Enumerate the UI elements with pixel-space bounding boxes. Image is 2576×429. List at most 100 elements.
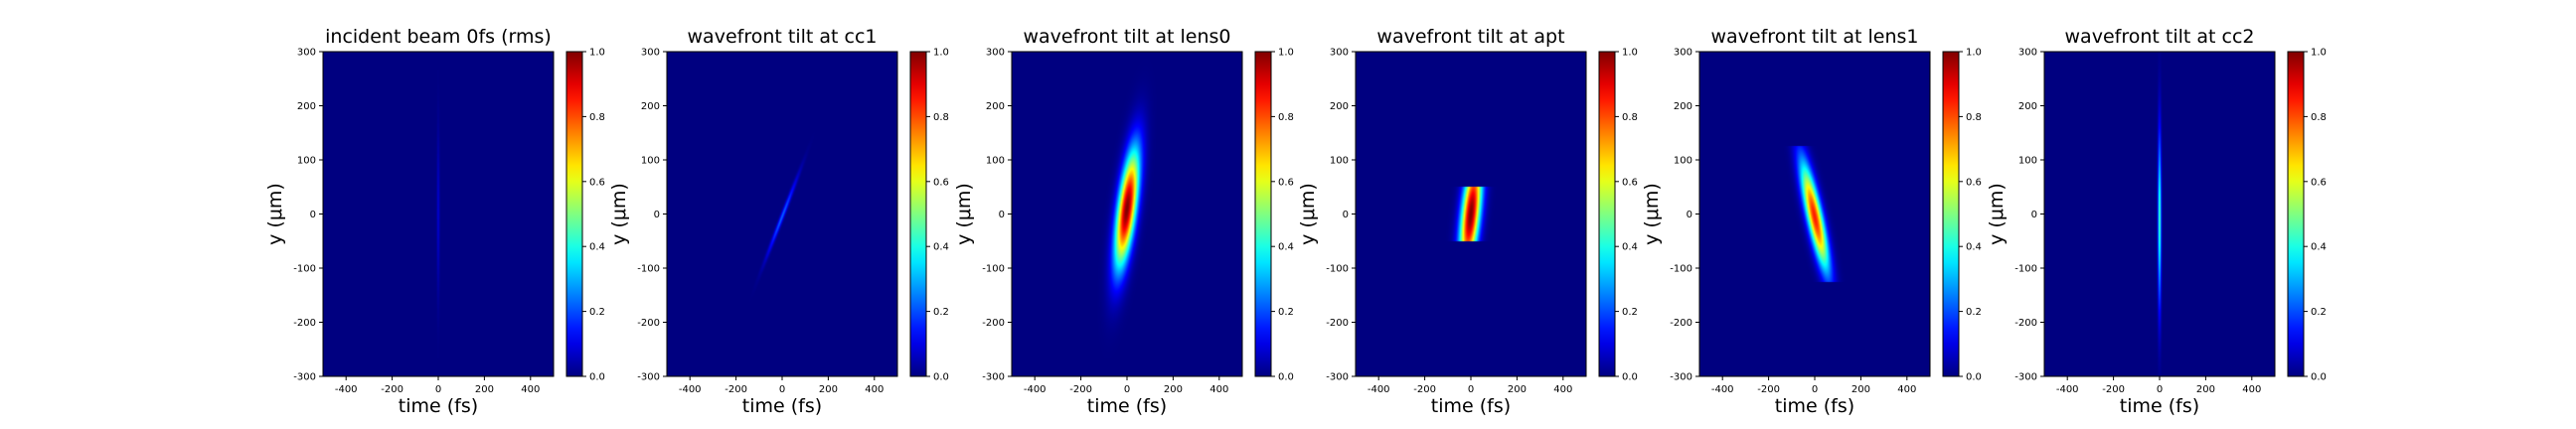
colorbar-tick-label: 0.0 — [1622, 372, 1638, 383]
colorbar-tick-label: 0.0 — [933, 372, 949, 383]
y-tick-label: -300 — [982, 372, 1005, 383]
x-tick-label: 200 — [1508, 384, 1527, 395]
heatmap-image — [1699, 52, 1930, 376]
y-tick-label: 0 — [1343, 210, 1349, 220]
x-tick-label: -400 — [335, 384, 358, 395]
x-tick-label: 200 — [819, 384, 838, 395]
y-axis-label: y (μm) — [608, 183, 630, 245]
x-axis-label: time (fs) — [742, 395, 822, 417]
y-tick-label: -300 — [637, 372, 660, 383]
colorbar-tick-label: 1.0 — [589, 48, 605, 59]
panel-title: incident beam 0fs (rms) — [325, 26, 552, 48]
colorbar-tick-label: 0.2 — [2311, 307, 2327, 318]
colorbar-tick-label: 1.0 — [1966, 48, 1982, 59]
colorbar-tick-label: 0.4 — [2311, 242, 2327, 253]
colorbar-tick-label: 0.8 — [1278, 112, 1294, 123]
y-tick-label: 100 — [1330, 156, 1349, 167]
colorbar-tick-label: 0.0 — [1278, 372, 1294, 383]
y-tick-label: 0 — [2031, 210, 2037, 220]
x-tick-label: 200 — [2196, 384, 2215, 395]
y-tick-label: -100 — [982, 264, 1005, 275]
panel-title: wavefront tilt at lens0 — [1024, 26, 1231, 48]
colorbar-tick-label: 0.0 — [1966, 372, 1982, 383]
colorbar-tick-label: 0.0 — [2311, 372, 2327, 383]
y-tick-label: 0 — [999, 210, 1005, 220]
heatmap-panel-2: wavefront tilt at cc1 -400 -200 0 200 400 -300… — [608, 26, 949, 417]
colorbar — [909, 51, 927, 377]
y-tick-label: 0 — [1687, 210, 1692, 220]
y-tick-label: 200 — [1674, 101, 1692, 112]
x-axis-label: time (fs) — [1087, 395, 1167, 417]
y-tick-label: 100 — [641, 156, 660, 167]
colorbar-tick-label: 0.6 — [933, 177, 949, 188]
y-tick-label: 200 — [641, 101, 660, 112]
colorbar-tick-label: 1.0 — [1278, 48, 1294, 59]
heatmap-image — [2044, 52, 2275, 376]
y-tick-label: 200 — [297, 101, 316, 112]
x-axis-label: time (fs) — [399, 395, 478, 417]
colorbar-tick-label: 1.0 — [933, 48, 949, 59]
colorbar-tick-label: 0.4 — [1966, 242, 1982, 253]
colorbar-tick-label: 0.2 — [1278, 307, 1294, 318]
heatmap-image — [323, 52, 554, 376]
y-tick-label: 100 — [297, 156, 316, 167]
y-tick-label: -100 — [2014, 264, 2037, 275]
colorbar-tick-label: 1.0 — [2311, 48, 2327, 59]
y-tick-label: 100 — [986, 156, 1005, 167]
colorbar-tick-label: 0.8 — [933, 112, 949, 123]
y-tick-label: 300 — [1674, 48, 1692, 59]
y-axis-label: y (μm) — [264, 183, 286, 245]
y-tick-label: -100 — [1670, 264, 1692, 275]
x-tick-label: 0 — [1468, 384, 1474, 395]
x-tick-label: 400 — [1897, 384, 1916, 395]
y-tick-label: 300 — [2018, 48, 2037, 59]
x-tick-label: 400 — [1553, 384, 1572, 395]
colorbar-tick-label: 0.8 — [2311, 112, 2327, 123]
y-tick-label: 200 — [1330, 101, 1349, 112]
y-tick-label: -200 — [2014, 318, 2037, 329]
y-tick-label: 100 — [1674, 156, 1692, 167]
colorbar-tick-label: 0.8 — [1966, 112, 1982, 123]
heatmap-panel-1: incident beam 0fs (rms) -400 -200 0 200 400 -3… — [264, 26, 605, 417]
y-tick-label: 300 — [641, 48, 660, 59]
colorbar — [1254, 51, 1272, 377]
y-tick-label: 200 — [2018, 101, 2037, 112]
y-axis-label: y (μm) — [953, 183, 975, 245]
x-tick-label: -200 — [724, 384, 747, 395]
x-tick-label: 400 — [865, 384, 884, 395]
colorbar-tick-label: 0.2 — [933, 307, 949, 318]
colorbar-tick-label: 0.4 — [933, 242, 949, 253]
y-axis-label: y (μm) — [1297, 183, 1319, 245]
x-tick-label: -200 — [381, 384, 403, 395]
y-axis-label: y (μm) — [1641, 183, 1663, 245]
heatmap-panel-6: wavefront tilt at cc2 -400 -200 0 200 400 -300… — [1986, 26, 2327, 417]
panel-title: wavefront tilt at cc1 — [688, 26, 878, 48]
y-tick-label: 300 — [1330, 48, 1349, 59]
heatmap-panel-3: wavefront tilt at lens0 -400 -200 0 200 400 -3… — [953, 26, 1294, 417]
colorbar — [1942, 51, 1960, 377]
y-tick-label: -200 — [982, 318, 1005, 329]
colorbar-tick-label: 1.0 — [1622, 48, 1638, 59]
x-tick-label: -400 — [1711, 384, 1734, 395]
x-tick-label: 0 — [2157, 384, 2163, 395]
colorbar-tick-label: 0.2 — [589, 307, 605, 318]
x-tick-label: 400 — [1209, 384, 1228, 395]
colorbar-tick-label: 0.8 — [1622, 112, 1638, 123]
x-tick-label: 0 — [779, 384, 785, 395]
colorbar-tick-label: 0.0 — [589, 372, 605, 383]
x-tick-label: -400 — [679, 384, 702, 395]
colorbar-tick-label: 0.4 — [1278, 242, 1294, 253]
x-tick-label: -200 — [2102, 384, 2125, 395]
colorbar — [1598, 51, 1616, 377]
colorbar-tick-label: 0.2 — [1966, 307, 1982, 318]
y-tick-label: 300 — [297, 48, 316, 59]
x-tick-label: -400 — [1368, 384, 1390, 395]
heatmap-panel-4: wavefront tilt at apt -400 -200 0 200 400 -300… — [1297, 26, 1638, 417]
x-tick-label: 400 — [2242, 384, 2261, 395]
x-tick-label: 400 — [521, 384, 540, 395]
colorbar-tick-label: 0.4 — [1622, 242, 1638, 253]
y-tick-label: -200 — [1670, 318, 1692, 329]
y-tick-label: -100 — [637, 264, 660, 275]
x-axis-label: time (fs) — [2120, 395, 2199, 417]
